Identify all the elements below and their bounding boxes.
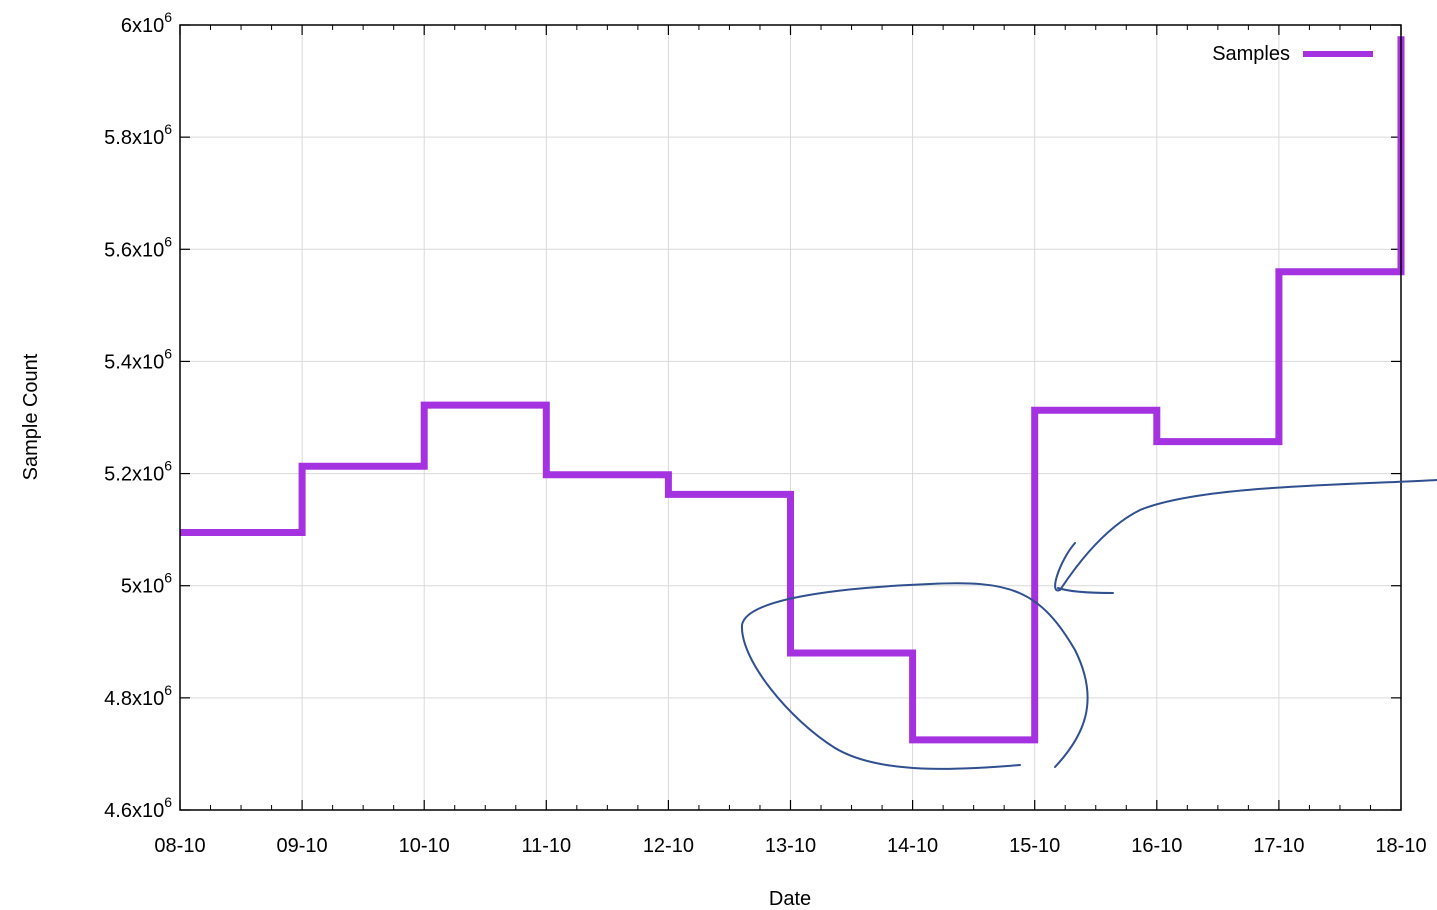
x-tick-label: 13-10 <box>765 835 816 857</box>
x-tick-label: 17-10 <box>1253 835 1304 857</box>
x-tick-label: 15-10 <box>1009 835 1060 857</box>
y-tick-label: 4.8x106 <box>104 682 172 710</box>
plot-frame <box>179 24 1402 811</box>
y-axis-label: Sample Count <box>20 353 42 480</box>
annotation-circle <box>740 582 1089 770</box>
x-tick-label: 16-10 <box>1131 835 1182 857</box>
x-tick-label: 12-10 <box>643 835 694 857</box>
legend: Samples <box>1212 43 1373 65</box>
y-tick-label: 5x106 <box>121 570 172 598</box>
y-tick-label: 6x106 <box>121 9 172 37</box>
y-tick-label: 5.8x106 <box>104 121 172 149</box>
series-layer <box>180 36 1405 744</box>
x-tick-label: 08-10 <box>154 835 205 857</box>
x-tick-label: 11-10 <box>521 835 571 857</box>
y-tick-label: 4.6x106 <box>104 794 172 822</box>
axis-ticks <box>179 24 1402 811</box>
hand-annotation <box>740 479 1437 770</box>
y-tick-label: 5.6x106 <box>104 233 172 261</box>
y-tick-label: 5.2x106 <box>104 458 172 486</box>
legend-label: Samples <box>1212 43 1290 65</box>
x-tick-label: 14-10 <box>887 835 938 857</box>
grid-lines <box>180 25 1401 810</box>
x-tick-label: 10-10 <box>399 835 450 857</box>
series-line-samples <box>180 36 1405 744</box>
x-tick-label: 18-10 <box>1375 835 1426 857</box>
y-tick-labels: 4.6x106 4.8x106 5x106 5.2x106 5.4x106 5.6x106… <box>104 9 172 822</box>
x-axis-label: Date <box>769 888 811 910</box>
x-tick-label: 09-10 <box>277 835 328 857</box>
annotation-arrow <box>1054 479 1437 594</box>
x-tick-labels: 08-10 09-10 10-10 11-10 12-10 13-10 14-10 15-10… <box>154 835 1426 857</box>
y-tick-label: 5.4x106 <box>104 345 172 373</box>
